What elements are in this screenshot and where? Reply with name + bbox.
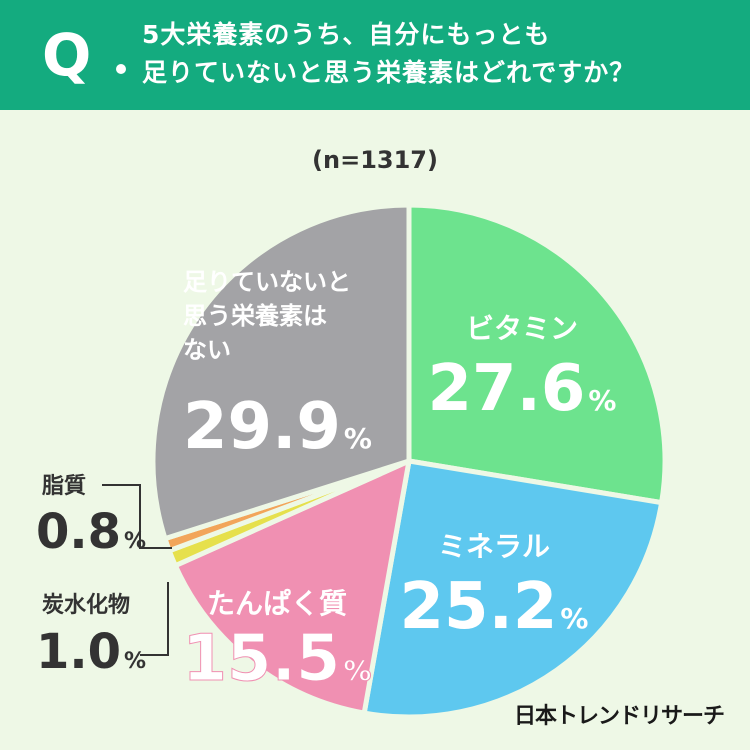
question-header: Q 5大栄養素のうち、自分にもっとも 足りていないと思う栄養素はどれですか？ xyxy=(0,0,750,110)
slice-value-4: 0.8% xyxy=(36,504,146,560)
q-dot-icon xyxy=(116,64,126,74)
question-line-1: 5大栄養素のうち、自分にもっとも xyxy=(142,20,551,49)
slice-label-3: 炭水化物 xyxy=(42,592,130,618)
slice-value-5: 29.9% xyxy=(183,390,372,464)
question-line-2: 足りていないと思う栄養素はどれですか？ xyxy=(142,58,636,87)
question-text: 5大栄養素のうち、自分にもっとも 足りていないと思う栄養素はどれですか？ xyxy=(142,16,635,92)
leader-line-3 xyxy=(140,582,169,656)
slice-value-3: 1.0% xyxy=(36,624,146,680)
brand-logo: 日本トレンドリサーチ xyxy=(513,704,725,729)
slice-label-2: たんぱく質 xyxy=(207,587,347,620)
slice-label-5-line-1: 思う栄養素は xyxy=(183,302,327,330)
slice-value-2: 15.5% xyxy=(183,622,372,696)
leader-line-4 xyxy=(102,484,172,549)
q-mark: Q xyxy=(42,21,92,89)
slice-label-5-line-0: 足りていないと xyxy=(183,268,351,296)
pie-slice-0 xyxy=(406,202,668,506)
pie-slice-2 xyxy=(172,458,412,716)
slice-label-0: ビタミン xyxy=(466,312,578,345)
sample-size: (n=1317) xyxy=(312,146,438,174)
slice-value-0: 27.6% xyxy=(428,352,617,426)
pie-slice-5 xyxy=(150,202,412,542)
slice-value-1: 25.2% xyxy=(400,570,589,644)
pie-slice-1 xyxy=(361,458,665,720)
slice-label-1: ミネラル xyxy=(438,530,550,563)
slice-label-4: 脂質 xyxy=(42,473,86,499)
slice-label-5-line-2: ない xyxy=(183,336,231,364)
